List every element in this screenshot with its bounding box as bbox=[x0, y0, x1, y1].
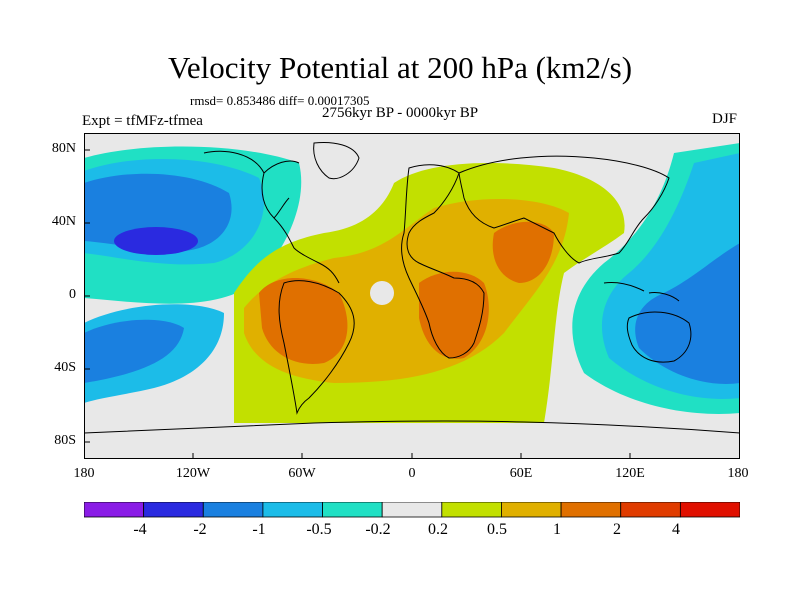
lon-label-0: 0 bbox=[408, 466, 416, 481]
colorbar-box-2 bbox=[202, 502, 264, 518]
field-atlantic-hole bbox=[370, 281, 394, 305]
field-neg-2-pacific bbox=[114, 227, 198, 255]
colorbar bbox=[84, 502, 740, 518]
lat-label-40s: 40S bbox=[54, 360, 76, 375]
season-label: DJF bbox=[712, 111, 738, 127]
stats-label: rmsd= 0.853486 diff= 0.00017305 bbox=[190, 93, 370, 108]
lon-label-180w: 180 bbox=[73, 466, 95, 481]
tick-marks bbox=[84, 149, 631, 459]
colorbar-label-2: 2 bbox=[613, 521, 621, 538]
lon-label-120e: 120E bbox=[615, 466, 645, 481]
field-neg-1-pacific bbox=[84, 173, 232, 251]
colorbar-label-0.5: 0.5 bbox=[487, 521, 507, 538]
coast-south-america bbox=[278, 280, 355, 415]
colorbar-box-1 bbox=[143, 502, 204, 518]
lat-label-0: 0 bbox=[69, 287, 76, 302]
colorbar-label-1: 1 bbox=[553, 521, 561, 538]
lon-label-60e: 60E bbox=[509, 466, 533, 481]
field-pos-1-arabia bbox=[492, 221, 554, 283]
coastlines bbox=[84, 142, 740, 434]
coast-asia bbox=[458, 155, 670, 264]
coast-indonesia bbox=[603, 282, 680, 302]
colorbar-box-6 bbox=[441, 502, 502, 518]
colorbar-box-8 bbox=[560, 502, 622, 518]
colorbar-label--0.5: -0.5 bbox=[306, 521, 332, 538]
lat-label-40n: 40N bbox=[51, 214, 76, 229]
colorbar-box-4 bbox=[322, 502, 383, 518]
colorbar-label-4: 4 bbox=[672, 521, 680, 538]
lat-label-80n: 80N bbox=[51, 141, 76, 156]
lon-label-60w: 60W bbox=[288, 466, 316, 481]
coast-antarctica bbox=[84, 420, 740, 434]
colorbar-box-3 bbox=[262, 502, 323, 518]
colorbar-box-0 bbox=[84, 502, 145, 518]
field-pos-1-africa bbox=[419, 271, 489, 359]
colorbar-label--1: -1 bbox=[252, 521, 266, 538]
colorbar-box-5 bbox=[381, 502, 443, 518]
colorbar-label-0.2: 0.2 bbox=[428, 521, 448, 538]
field-neg-1-indopacific bbox=[635, 243, 740, 384]
colorbar-box-10 bbox=[679, 502, 740, 518]
lon-label-120w: 120W bbox=[175, 466, 211, 481]
colorbar-label--4: -4 bbox=[133, 521, 147, 538]
field-neg-1-south-pacific bbox=[84, 319, 184, 383]
plot-title: Velocity Potential at 200 hPa (km2/s) bbox=[167, 50, 633, 85]
coast-greenland bbox=[313, 142, 360, 180]
map-panel bbox=[84, 133, 740, 459]
coast-north-america bbox=[203, 150, 340, 284]
coast-australia bbox=[626, 311, 692, 363]
period-label: 2756kyr BP - 0000kyr BP bbox=[322, 105, 479, 121]
field-pos-1-southamerica bbox=[259, 278, 348, 364]
coast-africa-europe bbox=[401, 164, 485, 359]
colorbar-box-9 bbox=[620, 502, 681, 518]
experiment-label: Expt = tfMFz-tfmea bbox=[82, 113, 203, 129]
lat-label-80s: 80S bbox=[54, 433, 76, 448]
colorbar-label--2: -2 bbox=[193, 521, 207, 538]
colorbar-box-7 bbox=[501, 502, 562, 518]
colorbar-label--0.2: -0.2 bbox=[365, 521, 391, 538]
lon-label-180e: 180 bbox=[727, 466, 749, 481]
